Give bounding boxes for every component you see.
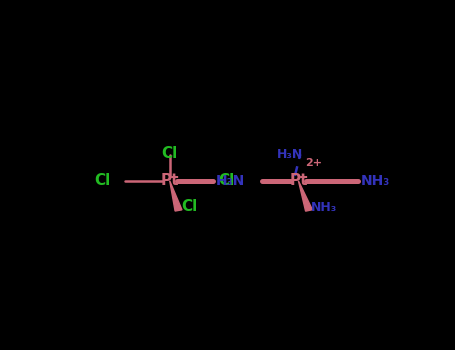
Text: NH₃: NH₃: [311, 202, 337, 215]
Text: H₃N: H₃N: [216, 174, 245, 188]
Text: Cl: Cl: [95, 173, 111, 188]
Text: Cl: Cl: [162, 146, 178, 161]
Text: 2+: 2+: [305, 158, 322, 168]
Polygon shape: [298, 181, 313, 211]
Text: Cl: Cl: [218, 173, 234, 188]
Text: Pt: Pt: [161, 173, 179, 188]
Text: NH₃: NH₃: [361, 174, 390, 188]
Text: Cl: Cl: [182, 199, 197, 215]
Polygon shape: [170, 181, 182, 211]
Text: H₃N: H₃N: [277, 148, 303, 161]
Text: Pt: Pt: [289, 173, 308, 188]
